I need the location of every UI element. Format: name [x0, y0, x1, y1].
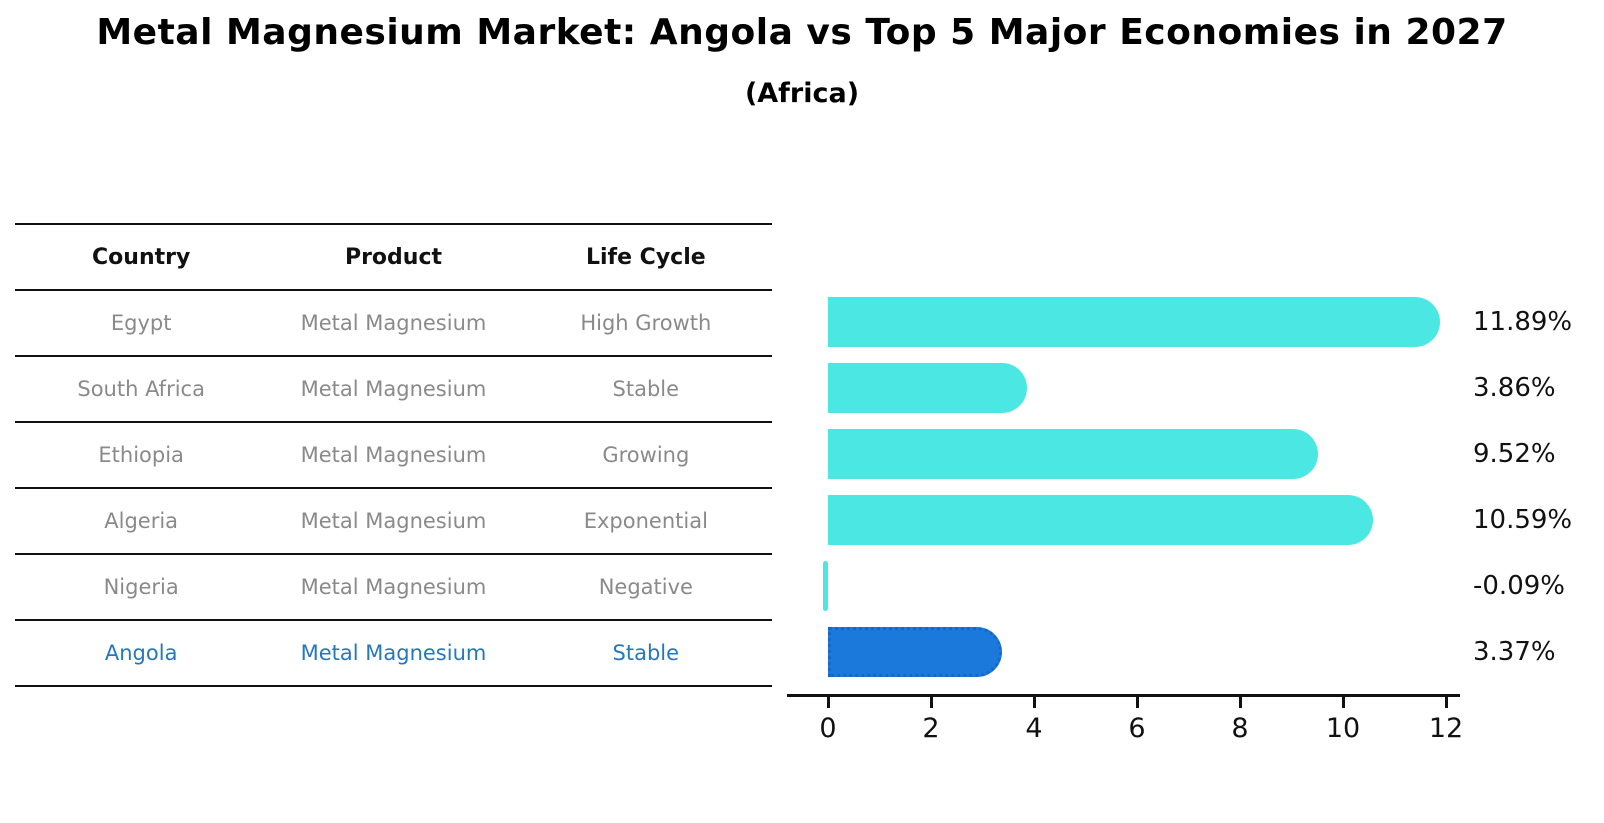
value-label-nigeria: -0.09%: [1473, 571, 1565, 601]
table-cell-product: Metal Magnesium: [300, 641, 487, 665]
value-label-angola: 3.37%: [1473, 637, 1556, 667]
table-cell-country: Egypt: [110, 311, 172, 335]
bar-ethiopia: [828, 429, 1319, 479]
table-row-south-africa: South Africa Metal Magnesium Stable: [15, 357, 772, 423]
table-row-egypt: Egypt Metal Magnesium High Growth: [15, 291, 772, 357]
table-cell-life-cycle: High Growth: [580, 311, 712, 335]
x-axis-tick-label: 10: [1325, 713, 1361, 744]
x-axis-tick-label: 12: [1428, 713, 1464, 744]
table-body: Egypt Metal Magnesium High Growth South Afr…: [15, 291, 772, 687]
table-cell-country: Nigeria: [103, 575, 179, 599]
value-label-south-africa: 3.86%: [1473, 373, 1556, 403]
table-cell-country: Ethiopia: [98, 443, 184, 467]
table-cell-country: Algeria: [104, 509, 179, 533]
value-label-egypt: 11.89%: [1473, 307, 1573, 337]
table-cell-product: Metal Magnesium: [300, 443, 487, 467]
x-axis-tick: [1032, 697, 1036, 708]
table-row-nigeria: Nigeria Metal Magnesium Negative: [15, 555, 772, 621]
x-axis-tick-label: 6: [1128, 713, 1146, 744]
table-cell-country: South Africa: [77, 377, 205, 401]
bar-angola: [828, 627, 1002, 677]
x-axis-tick: [1238, 697, 1242, 708]
table-row-algeria: Algeria Metal Magnesium Exponential: [15, 489, 772, 555]
bar-south-africa: [828, 363, 1027, 413]
table-cell-life-cycle: Stable: [612, 641, 680, 665]
table-row-angola: Angola Metal Magnesium Stable: [15, 621, 772, 687]
x-axis-tick-label: 0: [819, 713, 837, 744]
table-header-row: Country Product Life Cycle: [15, 225, 772, 291]
table-cell-country: Angola: [104, 641, 178, 665]
table-cell-product: Metal Magnesium: [300, 311, 487, 335]
x-axis-line: [787, 694, 1460, 697]
table-cell-product: Metal Magnesium: [300, 575, 487, 599]
bar-nigeria: [823, 561, 828, 611]
country-table: Country Product Life Cycle Egypt Metal Ma…: [15, 223, 772, 687]
x-axis-tick-label: 2: [922, 713, 940, 744]
x-axis-tick: [826, 697, 830, 708]
x-axis-tick: [929, 697, 933, 708]
value-label-algeria: 10.59%: [1473, 505, 1573, 535]
table-row-ethiopia: Ethiopia Metal Magnesium Growing: [15, 423, 772, 489]
x-axis-tick: [1341, 697, 1345, 708]
x-axis-tick-label: 4: [1025, 713, 1043, 744]
table-header-country: Country: [92, 244, 191, 270]
page-title: Metal Magnesium Market: Angola vs Top 5 …: [96, 12, 1508, 53]
table-cell-life-cycle: Negative: [598, 575, 693, 599]
table-cell-product: Metal Magnesium: [300, 377, 487, 401]
bar-algeria: [828, 495, 1374, 545]
x-axis-tick-label: 8: [1231, 713, 1249, 744]
x-axis-tick: [1444, 697, 1448, 708]
table-cell-product: Metal Magnesium: [300, 509, 487, 533]
table-header-product: Product: [344, 244, 443, 270]
table-header-life-cycle: Life Cycle: [585, 244, 706, 270]
value-label-ethiopia: 9.52%: [1473, 439, 1556, 469]
table-cell-life-cycle: Exponential: [583, 509, 708, 533]
table-cell-life-cycle: Growing: [602, 443, 690, 467]
table-cell-life-cycle: Stable: [612, 377, 680, 401]
x-axis-tick: [1135, 697, 1139, 708]
bar-egypt: [828, 297, 1441, 347]
page-subtitle: (Africa): [744, 78, 860, 109]
